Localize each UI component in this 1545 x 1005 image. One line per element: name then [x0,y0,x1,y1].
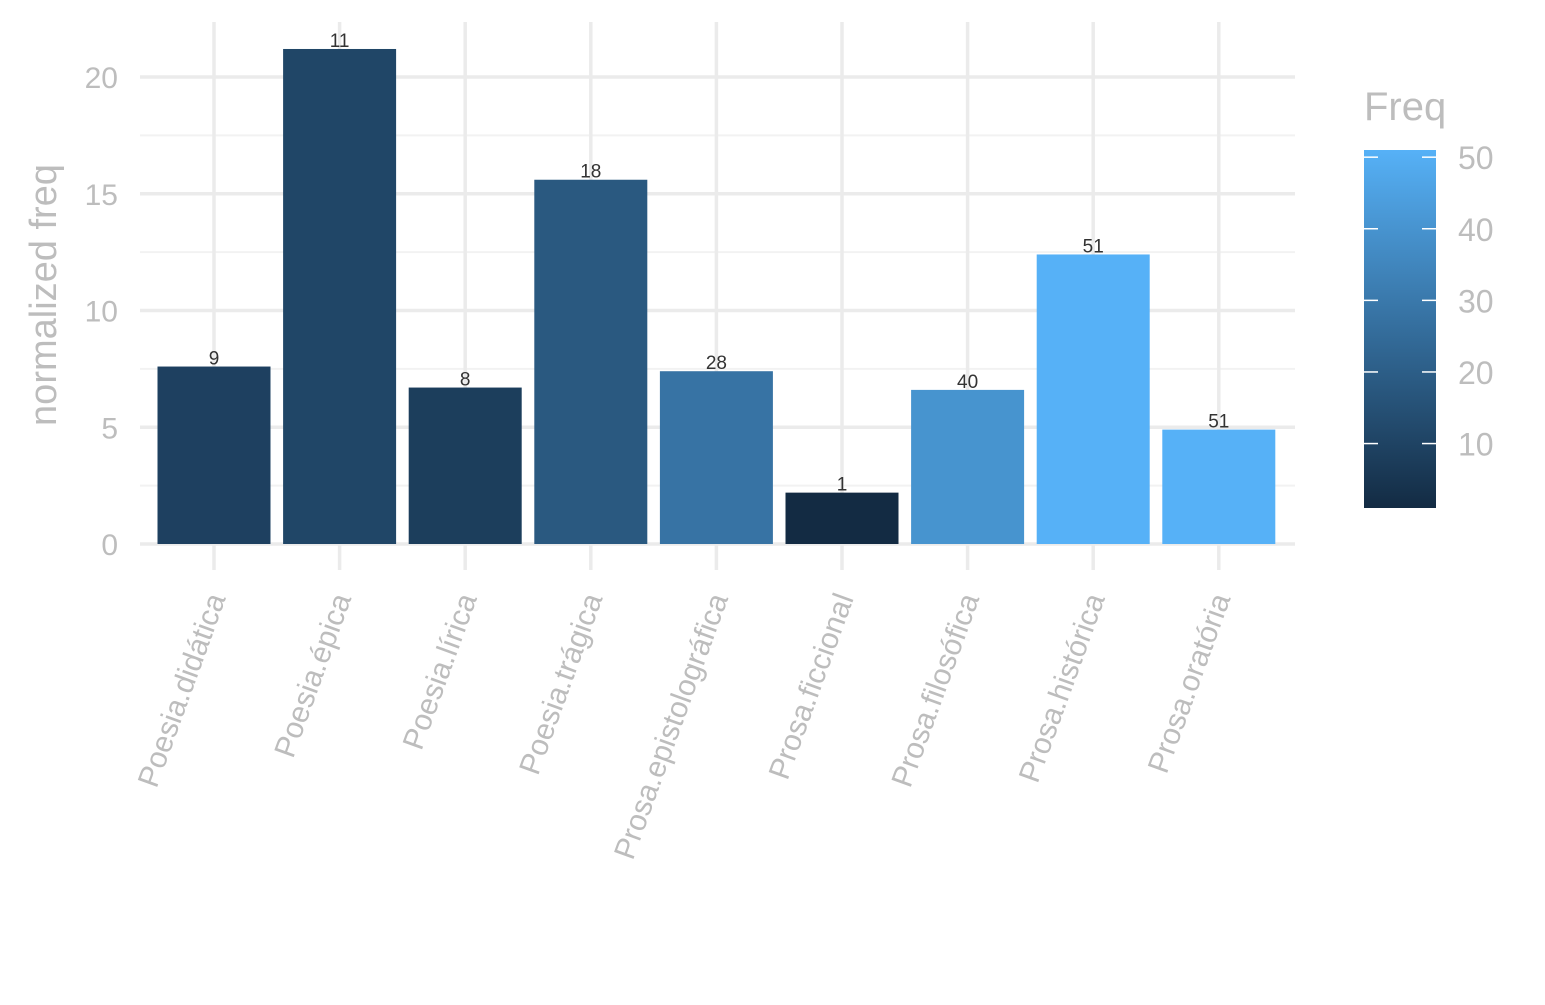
x-tick-label: Prosa.oratória [1142,589,1238,778]
y-tick-label: 15 [85,179,118,212]
x-tick-label: Poesia.épica [268,589,358,762]
legend-tick-label: 40 [1458,212,1494,248]
bar-7 [911,389,1025,544]
bar-value-label: 9 [209,349,220,370]
bar-value-label: 1 [837,475,848,496]
x-axis: Poesia.didática Poesia.épica Poesia.lírica… [132,589,1238,864]
y-tick-label: 5 [101,412,118,445]
x-tick-label: Prosa.ficcional [763,589,861,784]
bar-2 [283,48,397,544]
legend-colorbar [1364,150,1436,508]
y-axis: 0 5 10 15 20 [85,62,118,562]
y-axis-title: normalized freq [23,164,65,426]
legend-tick-label: 20 [1458,355,1494,391]
x-tick-label: Poesia.didática [132,589,233,792]
legend-tick-label: 50 [1458,140,1494,176]
bar-8 [1036,254,1150,544]
bar-value-label: 40 [957,372,978,393]
bar-value-label: 51 [1208,412,1229,433]
bar-value-label: 28 [706,353,727,374]
legend-tick-label: 10 [1458,427,1494,463]
bar-value-label: 51 [1083,236,1104,257]
bar-6 [785,492,899,544]
bar-5 [659,371,773,544]
bar-9 [1162,429,1276,544]
legend-tick-label: 30 [1458,283,1494,319]
bar-value-label: 11 [330,31,350,52]
bar-1 [157,366,271,544]
x-tick-label: Prosa.histórica [1013,589,1112,787]
legend: Freq 10 20 30 40 50 [1364,85,1494,508]
legend-title: Freq [1364,85,1446,129]
bars [157,48,1276,545]
y-tick-label: 20 [85,62,118,95]
bar-value-label: 8 [460,370,471,391]
x-tick-label: Poesia.lírica [397,589,484,754]
bar-4 [534,179,648,545]
bar-labels: 9 11 8 18 28 1 40 51 51 [209,31,1230,496]
x-tick-label: Prosa.filosófica [886,589,987,792]
x-tick-label: Poesia.trágica [513,589,609,779]
y-tick-label: 0 [101,529,118,562]
x-tick-label: Prosa.epistolográfica [608,589,735,864]
bar-3 [408,387,522,544]
bar-value-label: 18 [580,162,601,183]
y-tick-label: 10 [85,296,118,329]
